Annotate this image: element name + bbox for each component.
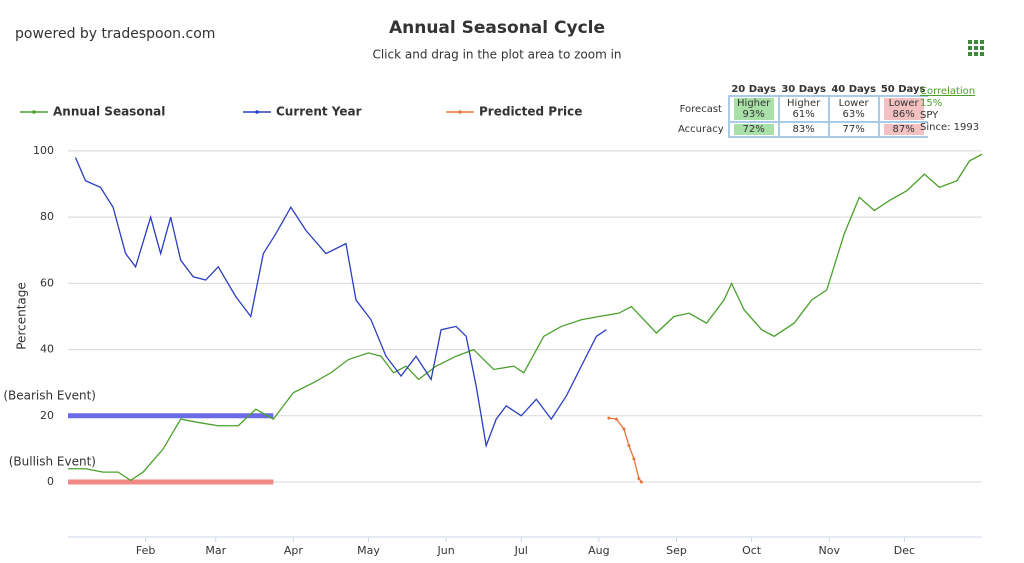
cell-box: 87% bbox=[883, 124, 924, 135]
x-tick-label: Feb bbox=[136, 544, 155, 557]
legend-label: Current Year bbox=[276, 105, 362, 119]
x-tick-label: Mar bbox=[205, 544, 226, 557]
y-tick-label: 0 bbox=[47, 475, 54, 488]
point bbox=[614, 417, 618, 421]
table-row: Accuracy 72% 83% 77% 87% bbox=[676, 122, 928, 138]
forecast-side: Correlation 15% SPY Since: 1993 bbox=[920, 86, 979, 134]
y-tick-label: 100 bbox=[33, 144, 54, 157]
cell-box: Higher 93% bbox=[733, 98, 774, 120]
chart-subtitle: Click and drag in the plot area to zoom … bbox=[372, 48, 621, 62]
point bbox=[639, 480, 643, 484]
legend-marker bbox=[32, 110, 36, 114]
cell-box: Lower 63% bbox=[834, 98, 874, 120]
symbol: SPY bbox=[920, 110, 939, 121]
percent: 72% bbox=[742, 124, 765, 135]
x-tick-label: Oct bbox=[742, 544, 762, 557]
cell-box: Lower 86% bbox=[883, 98, 924, 120]
table-row: Forecast Higher 93% Higher 61% Lower 63% Lower 8… bbox=[676, 96, 928, 123]
point bbox=[637, 477, 641, 481]
correlation-value: 15% bbox=[920, 98, 943, 109]
legend-label: Predicted Price bbox=[479, 105, 582, 119]
y-tick-label: 20 bbox=[40, 409, 54, 422]
x-tick-label: Nov bbox=[819, 544, 841, 557]
chart-title: Annual Seasonal Cycle bbox=[389, 18, 605, 38]
y-tick-label: 60 bbox=[40, 276, 54, 289]
direction: Higher bbox=[787, 98, 821, 109]
percent: 83% bbox=[792, 124, 815, 135]
percent: 61% bbox=[792, 109, 815, 120]
legend-marker bbox=[255, 110, 259, 114]
menu-icon[interactable] bbox=[968, 40, 984, 56]
forecast-table: 20 Days 30 Days 40 Days 50 Days Forecast High… bbox=[676, 84, 928, 138]
corner bbox=[676, 84, 729, 96]
brand: powered by tradespoon.com bbox=[15, 26, 215, 42]
point bbox=[622, 427, 626, 431]
direction: Lower bbox=[838, 98, 869, 109]
cell-box: 83% bbox=[784, 124, 824, 135]
x-tick-label: Jun bbox=[437, 544, 455, 557]
cell: 77% bbox=[827, 122, 879, 138]
cell: 72% bbox=[727, 122, 779, 138]
percent: 87% bbox=[892, 124, 915, 135]
cell: Higher 93% bbox=[727, 96, 779, 123]
direction: Lower bbox=[888, 98, 919, 109]
event-label: (Bullish Event) bbox=[9, 455, 96, 469]
percent: 77% bbox=[842, 124, 865, 135]
x-tick-label: Sep bbox=[666, 544, 687, 557]
legend-label: Annual Seasonal bbox=[53, 105, 165, 119]
x-tick-label: Dec bbox=[894, 544, 915, 557]
point bbox=[632, 457, 636, 461]
point bbox=[607, 416, 611, 420]
legend-marker bbox=[458, 110, 462, 114]
cell: 87% bbox=[877, 122, 928, 138]
cell: Lower 63% bbox=[827, 96, 879, 123]
column-header: 30 Days bbox=[778, 84, 829, 97]
column-header: 40 Days bbox=[828, 84, 879, 97]
y-tick-label: 40 bbox=[40, 343, 54, 356]
x-tick-label: Aug bbox=[588, 544, 609, 557]
table: 20 Days 30 Days 40 Days 50 Days Forecast High… bbox=[676, 84, 928, 138]
series-line bbox=[68, 153, 983, 482]
cell: Higher 61% bbox=[777, 96, 829, 123]
y-axis-label: Percentage bbox=[15, 282, 29, 350]
series-line bbox=[608, 417, 642, 483]
direction: Higher bbox=[737, 98, 771, 109]
x-tick-label: Jul bbox=[514, 544, 528, 557]
percent: 93% bbox=[742, 109, 765, 120]
series-line bbox=[74, 157, 607, 449]
event-label: LL (Bearish Event) bbox=[0, 388, 96, 402]
cell: 83% bbox=[777, 122, 829, 138]
cell-box: Higher 61% bbox=[784, 98, 824, 120]
percent: 86% bbox=[892, 109, 915, 120]
percent: 63% bbox=[842, 109, 865, 120]
x-tick-label: May bbox=[357, 544, 380, 557]
cell-box: 77% bbox=[834, 124, 874, 135]
row-label: Accuracy bbox=[678, 124, 724, 135]
row-label: Forecast bbox=[679, 103, 722, 115]
column-header: 20 Days bbox=[728, 84, 779, 97]
since: Since: 1993 bbox=[920, 122, 980, 133]
y-tick-label: 80 bbox=[40, 210, 54, 223]
cell: Lower 86% bbox=[877, 96, 928, 123]
correlation-label[interactable]: Correlation bbox=[920, 86, 976, 97]
cell-box: 72% bbox=[733, 124, 774, 135]
x-tick-label: Apr bbox=[284, 544, 304, 557]
point bbox=[627, 444, 631, 448]
column-header: 50 Days bbox=[878, 84, 928, 97]
header-row: 20 Days 30 Days 40 Days 50 Days bbox=[676, 84, 928, 97]
